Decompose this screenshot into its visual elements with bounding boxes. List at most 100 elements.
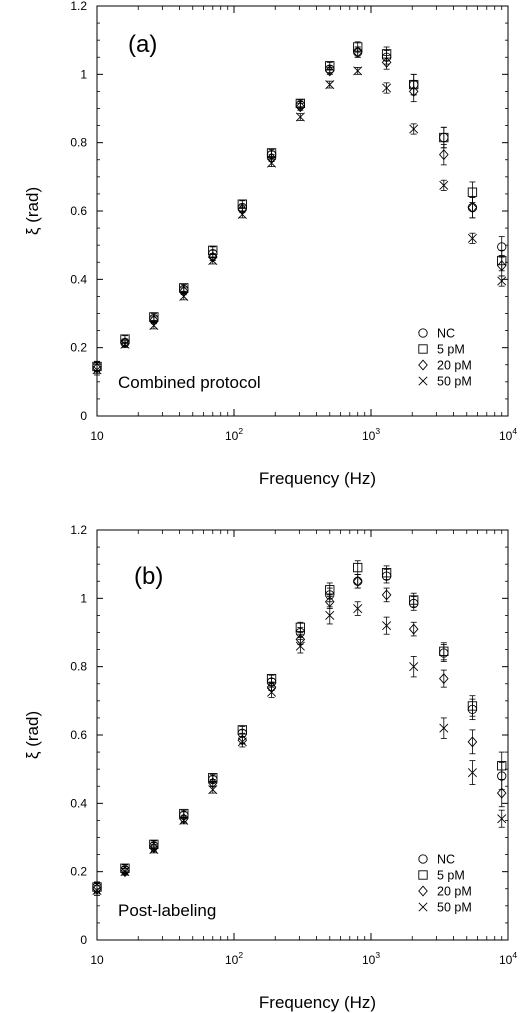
x-tick-label: 102: [225, 426, 243, 443]
y-tick-label: 0.8: [70, 136, 87, 150]
data-point-square: [353, 562, 363, 573]
x-tick-label: 104: [499, 950, 517, 967]
legend-entry: NC: [437, 327, 455, 341]
series-square: [92, 560, 507, 893]
data-point-diamond: [295, 101, 306, 113]
x-tick-base: 10: [499, 953, 513, 967]
legend-marker-x: [418, 902, 428, 912]
series-x: [92, 601, 507, 896]
y-tick-label: 0: [80, 933, 87, 947]
series-x: [92, 66, 507, 376]
x-tick-label: 10: [90, 953, 104, 967]
data-point-diamond: [381, 56, 392, 68]
data-point-x: [497, 814, 507, 824]
data-point-diamond: [496, 260, 507, 272]
data-point-x: [439, 723, 449, 733]
data-point-square: [325, 585, 335, 595]
data-point-square: [409, 595, 419, 605]
y-axis-label: ξ (rad): [23, 711, 42, 759]
data-point-x: [325, 610, 335, 620]
data-point-square: [439, 132, 449, 143]
legend-entry: 20 pM: [437, 885, 472, 899]
series-circle: [92, 46, 507, 372]
legend-entry: 50 pM: [437, 375, 472, 389]
y-tick-label: 1.2: [70, 523, 87, 537]
y-tick-label: 1: [80, 67, 87, 81]
data-point-diamond: [408, 623, 419, 635]
y-tick-label: 1.2: [70, 0, 87, 13]
data-point-diamond: [467, 736, 478, 748]
data-point-x: [208, 256, 218, 266]
y-tick-label: 0.6: [70, 204, 87, 218]
data-point-x: [237, 737, 247, 747]
data-point-x: [120, 867, 130, 877]
data-point-x: [120, 339, 130, 349]
legend-entry: 5 pM: [437, 343, 465, 357]
data-point-square: [467, 187, 478, 197]
data-point-x: [467, 233, 477, 243]
x-tick-label: 103: [362, 426, 380, 443]
x-tick-label: 103: [362, 950, 380, 967]
data-point-diamond: [439, 149, 449, 161]
legend-marker-circle: [418, 328, 428, 338]
data-point-square: [439, 646, 449, 656]
x-axis-label: Frequency (Hz): [259, 469, 376, 488]
x-tick-label: 10: [90, 429, 104, 443]
x-tick-exponent: 2: [238, 950, 243, 960]
x-tick-base: 10: [90, 429, 104, 443]
data-point-x: [353, 66, 363, 76]
legend-marker-circle: [418, 854, 428, 864]
data-point-x: [179, 815, 189, 825]
legend-entry: 5 pM: [437, 869, 465, 883]
y-tick-label: 1: [80, 591, 87, 605]
data-point-x: [267, 158, 277, 168]
y-tick-label: 0: [80, 409, 87, 423]
data-point-x: [208, 785, 218, 795]
data-point-x: [353, 604, 363, 614]
data-point-x: [149, 844, 159, 854]
data-point-square: [497, 761, 507, 771]
data-point-diamond: [352, 575, 363, 587]
data-point-x: [409, 662, 419, 672]
data-point-x: [92, 365, 102, 375]
data-point-diamond: [120, 866, 130, 878]
x-tick-base: 10: [225, 429, 239, 443]
y-tick-label: 0.2: [70, 341, 87, 355]
x-tick-base: 10: [499, 429, 513, 443]
data-point-x: [409, 124, 419, 134]
panel-label: (a): [128, 31, 157, 58]
data-point-diamond: [408, 85, 419, 97]
protocol-annotation: Combined protocol: [118, 373, 261, 392]
y-tick-label: 0.4: [70, 796, 87, 810]
data-point-x: [325, 80, 335, 90]
data-point-square: [295, 622, 305, 633]
data-point-x: [237, 209, 247, 219]
legend-entry: 20 pM: [437, 359, 472, 373]
legend-marker-square: [418, 344, 428, 354]
legend-marker-diamond: [418, 359, 428, 371]
data-point-x: [92, 885, 102, 895]
x-tick-base: 10: [362, 429, 376, 443]
x-tick-base: 10: [225, 953, 239, 967]
data-point-x: [149, 320, 159, 330]
data-point-diamond: [324, 65, 335, 77]
data-point-diamond: [381, 589, 392, 601]
legend-marker-x: [418, 376, 428, 386]
data-point-x: [267, 687, 277, 697]
legend-marker-diamond: [418, 885, 428, 897]
y-tick-label: 0.6: [70, 728, 87, 742]
x-tick-exponent: 2: [238, 426, 243, 436]
y-tick-label: 0.2: [70, 865, 87, 879]
data-point-x: [439, 180, 449, 190]
protocol-annotation: Post-labeling: [118, 901, 216, 920]
y-tick-label: 0.8: [70, 660, 87, 674]
x-tick-exponent: 4: [512, 950, 517, 960]
data-point-x: [295, 112, 305, 122]
data-point-square: [467, 701, 478, 711]
panel-label: (b): [134, 563, 163, 590]
data-point-diamond: [467, 202, 478, 214]
x-tick-exponent: 3: [375, 426, 380, 436]
x-tick-base: 10: [90, 953, 104, 967]
